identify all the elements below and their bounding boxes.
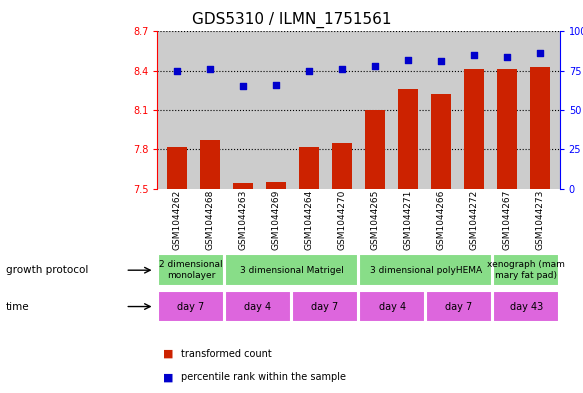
Bar [332, 143, 352, 189]
Bar [431, 94, 451, 189]
Bar [464, 70, 484, 189]
Bar [359, 254, 492, 286]
Point [173, 68, 182, 74]
Text: transformed count: transformed count [181, 349, 272, 359]
Bar [359, 292, 425, 321]
Text: ■: ■ [163, 349, 174, 359]
Text: 3 dimensional polyHEMA: 3 dimensional polyHEMA [370, 266, 482, 275]
Text: 2 dimensional
monolayer: 2 dimensional monolayer [159, 261, 223, 280]
Bar [497, 70, 517, 189]
Bar [201, 140, 220, 189]
Text: percentile rank within the sample: percentile rank within the sample [181, 372, 346, 382]
Text: day 7: day 7 [445, 301, 473, 312]
Point [205, 66, 215, 72]
Text: day 4: day 4 [378, 301, 406, 312]
Text: GDS5310 / ILMN_1751561: GDS5310 / ILMN_1751561 [192, 12, 391, 28]
Point [535, 50, 545, 57]
Text: day 4: day 4 [244, 301, 272, 312]
Point [436, 58, 445, 64]
Bar [266, 182, 286, 189]
Point [304, 68, 314, 74]
Point [370, 63, 380, 69]
Text: growth protocol: growth protocol [6, 265, 88, 275]
Bar [365, 110, 385, 189]
Bar [225, 254, 358, 286]
Text: xenograph (mam
mary fat pad): xenograph (mam mary fat pad) [487, 261, 565, 280]
Text: day 7: day 7 [177, 301, 205, 312]
Bar [493, 254, 559, 286]
Text: 3 dimensional Matrigel: 3 dimensional Matrigel [240, 266, 343, 275]
Text: day 43: day 43 [510, 301, 543, 312]
Point [503, 53, 512, 60]
Bar [292, 292, 358, 321]
Bar [493, 292, 559, 321]
Text: time: time [6, 301, 30, 312]
Bar [398, 89, 418, 189]
Text: day 7: day 7 [311, 301, 339, 312]
Bar [158, 254, 224, 286]
Bar [225, 292, 291, 321]
Bar [426, 292, 492, 321]
Bar [299, 147, 319, 189]
Point [338, 66, 347, 72]
Bar [167, 147, 187, 189]
Bar [530, 67, 550, 189]
Point [403, 57, 413, 63]
Point [469, 52, 479, 58]
Point [272, 82, 281, 88]
Text: ■: ■ [163, 372, 174, 382]
Bar [158, 292, 224, 321]
Point [238, 83, 248, 90]
Bar [233, 184, 253, 189]
